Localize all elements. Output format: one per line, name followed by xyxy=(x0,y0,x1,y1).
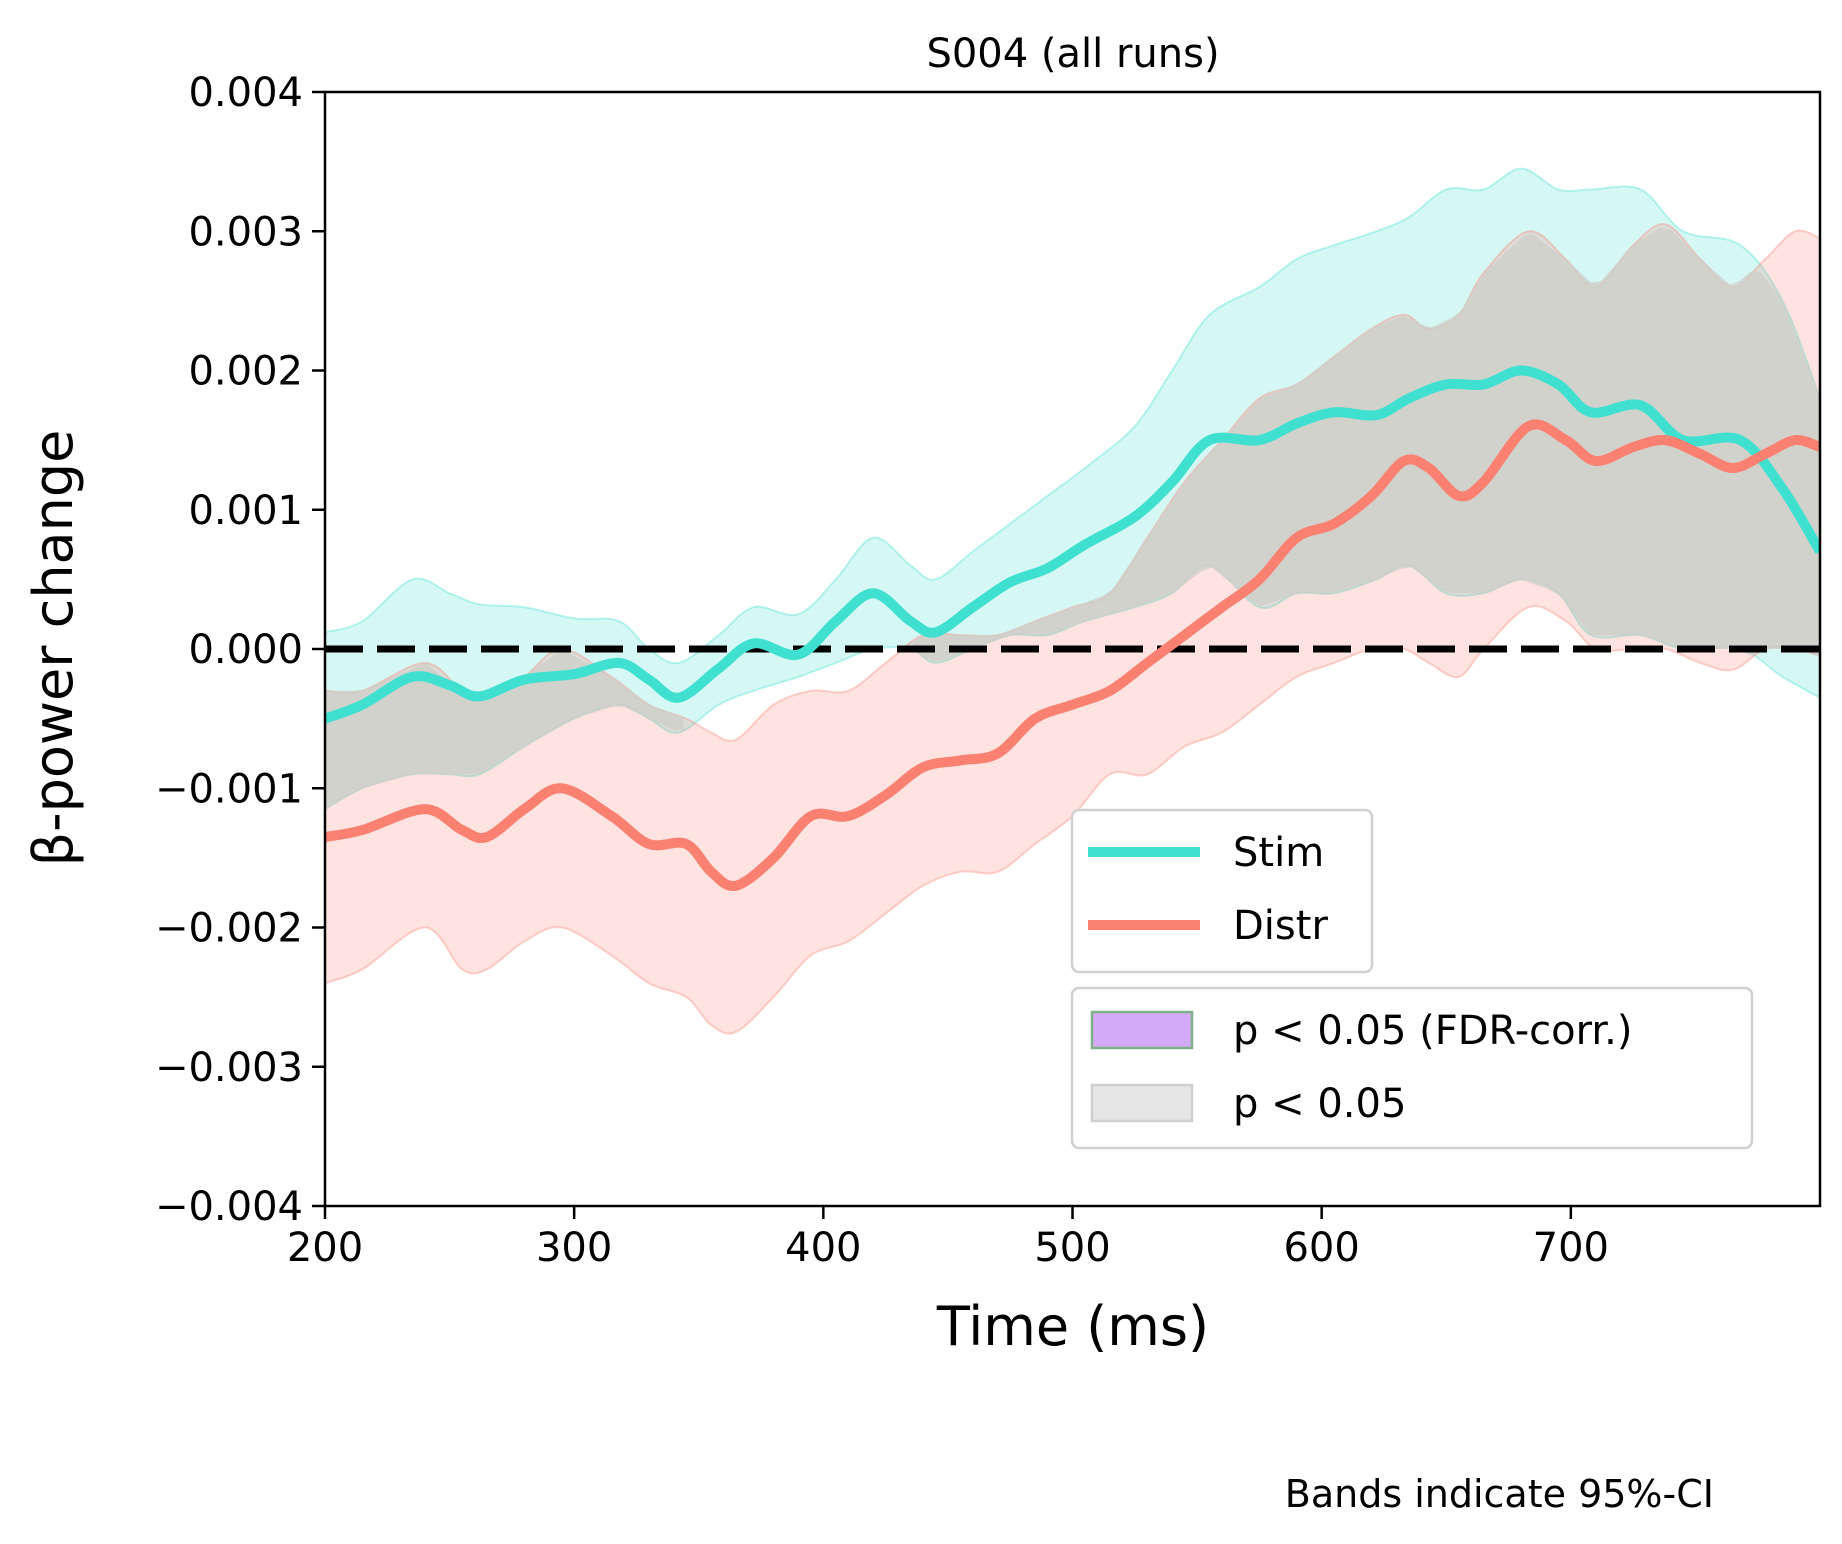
legend-patch-swatch xyxy=(1090,1083,1194,1123)
legend-patch-swatch xyxy=(1090,1010,1194,1050)
x-tick-label: 700 xyxy=(1533,1225,1609,1271)
y-tick-label: 0.002 xyxy=(188,349,303,395)
y-tick-label: −0.001 xyxy=(155,766,303,812)
x-tick-label: 500 xyxy=(1034,1225,1110,1271)
series-line-stim xyxy=(325,365,1820,724)
y-tick-label: −0.002 xyxy=(155,906,303,952)
footnote: Bands indicate 95%-CI xyxy=(1285,1472,1714,1516)
legend-patches: p < 0.05 (FDR-corr.) p < 0.05 xyxy=(1070,986,1754,1150)
overlap-region xyxy=(325,227,1820,810)
x-axis-label: Time (ms) xyxy=(936,1295,1209,1358)
series-lines xyxy=(325,365,1820,892)
x-ticks: 200 300 400 500 600 700 xyxy=(287,1206,1609,1271)
chart-title: S004 (all runs) xyxy=(926,31,1219,77)
y-tick-label: 0.000 xyxy=(188,627,303,673)
y-tick-label: 0.001 xyxy=(188,488,303,534)
ci-overlap-segment xyxy=(913,227,1820,662)
legend-label-stim: Stim xyxy=(1233,830,1324,876)
legend-lines: Stim Distr xyxy=(1070,808,1374,974)
y-tick-label: −0.003 xyxy=(155,1045,303,1091)
y-ticks: −0.004 −0.003 −0.002 −0.001 0.000 0.001 0.002 0… xyxy=(155,70,325,1230)
ci-overlap-segment xyxy=(325,650,684,810)
y-tick-label: 0.003 xyxy=(188,209,303,255)
legend-box-patches xyxy=(1070,986,1754,1150)
series-line-distr xyxy=(325,419,1820,892)
x-tick-label: 600 xyxy=(1283,1225,1359,1271)
y-axis-label: β-power change xyxy=(22,430,85,867)
y-tick-label: 0.004 xyxy=(188,70,303,116)
legend-patch-label: p < 0.05 (FDR-corr.) xyxy=(1233,1008,1632,1054)
y-tick-label: −0.004 xyxy=(155,1184,303,1230)
legend-patch-label: p < 0.05 xyxy=(1233,1081,1406,1127)
x-tick-label: 200 xyxy=(287,1225,363,1271)
x-tick-label: 300 xyxy=(536,1225,612,1271)
legend-label-distr: Distr xyxy=(1233,903,1328,949)
x-tick-label: 400 xyxy=(785,1225,861,1271)
